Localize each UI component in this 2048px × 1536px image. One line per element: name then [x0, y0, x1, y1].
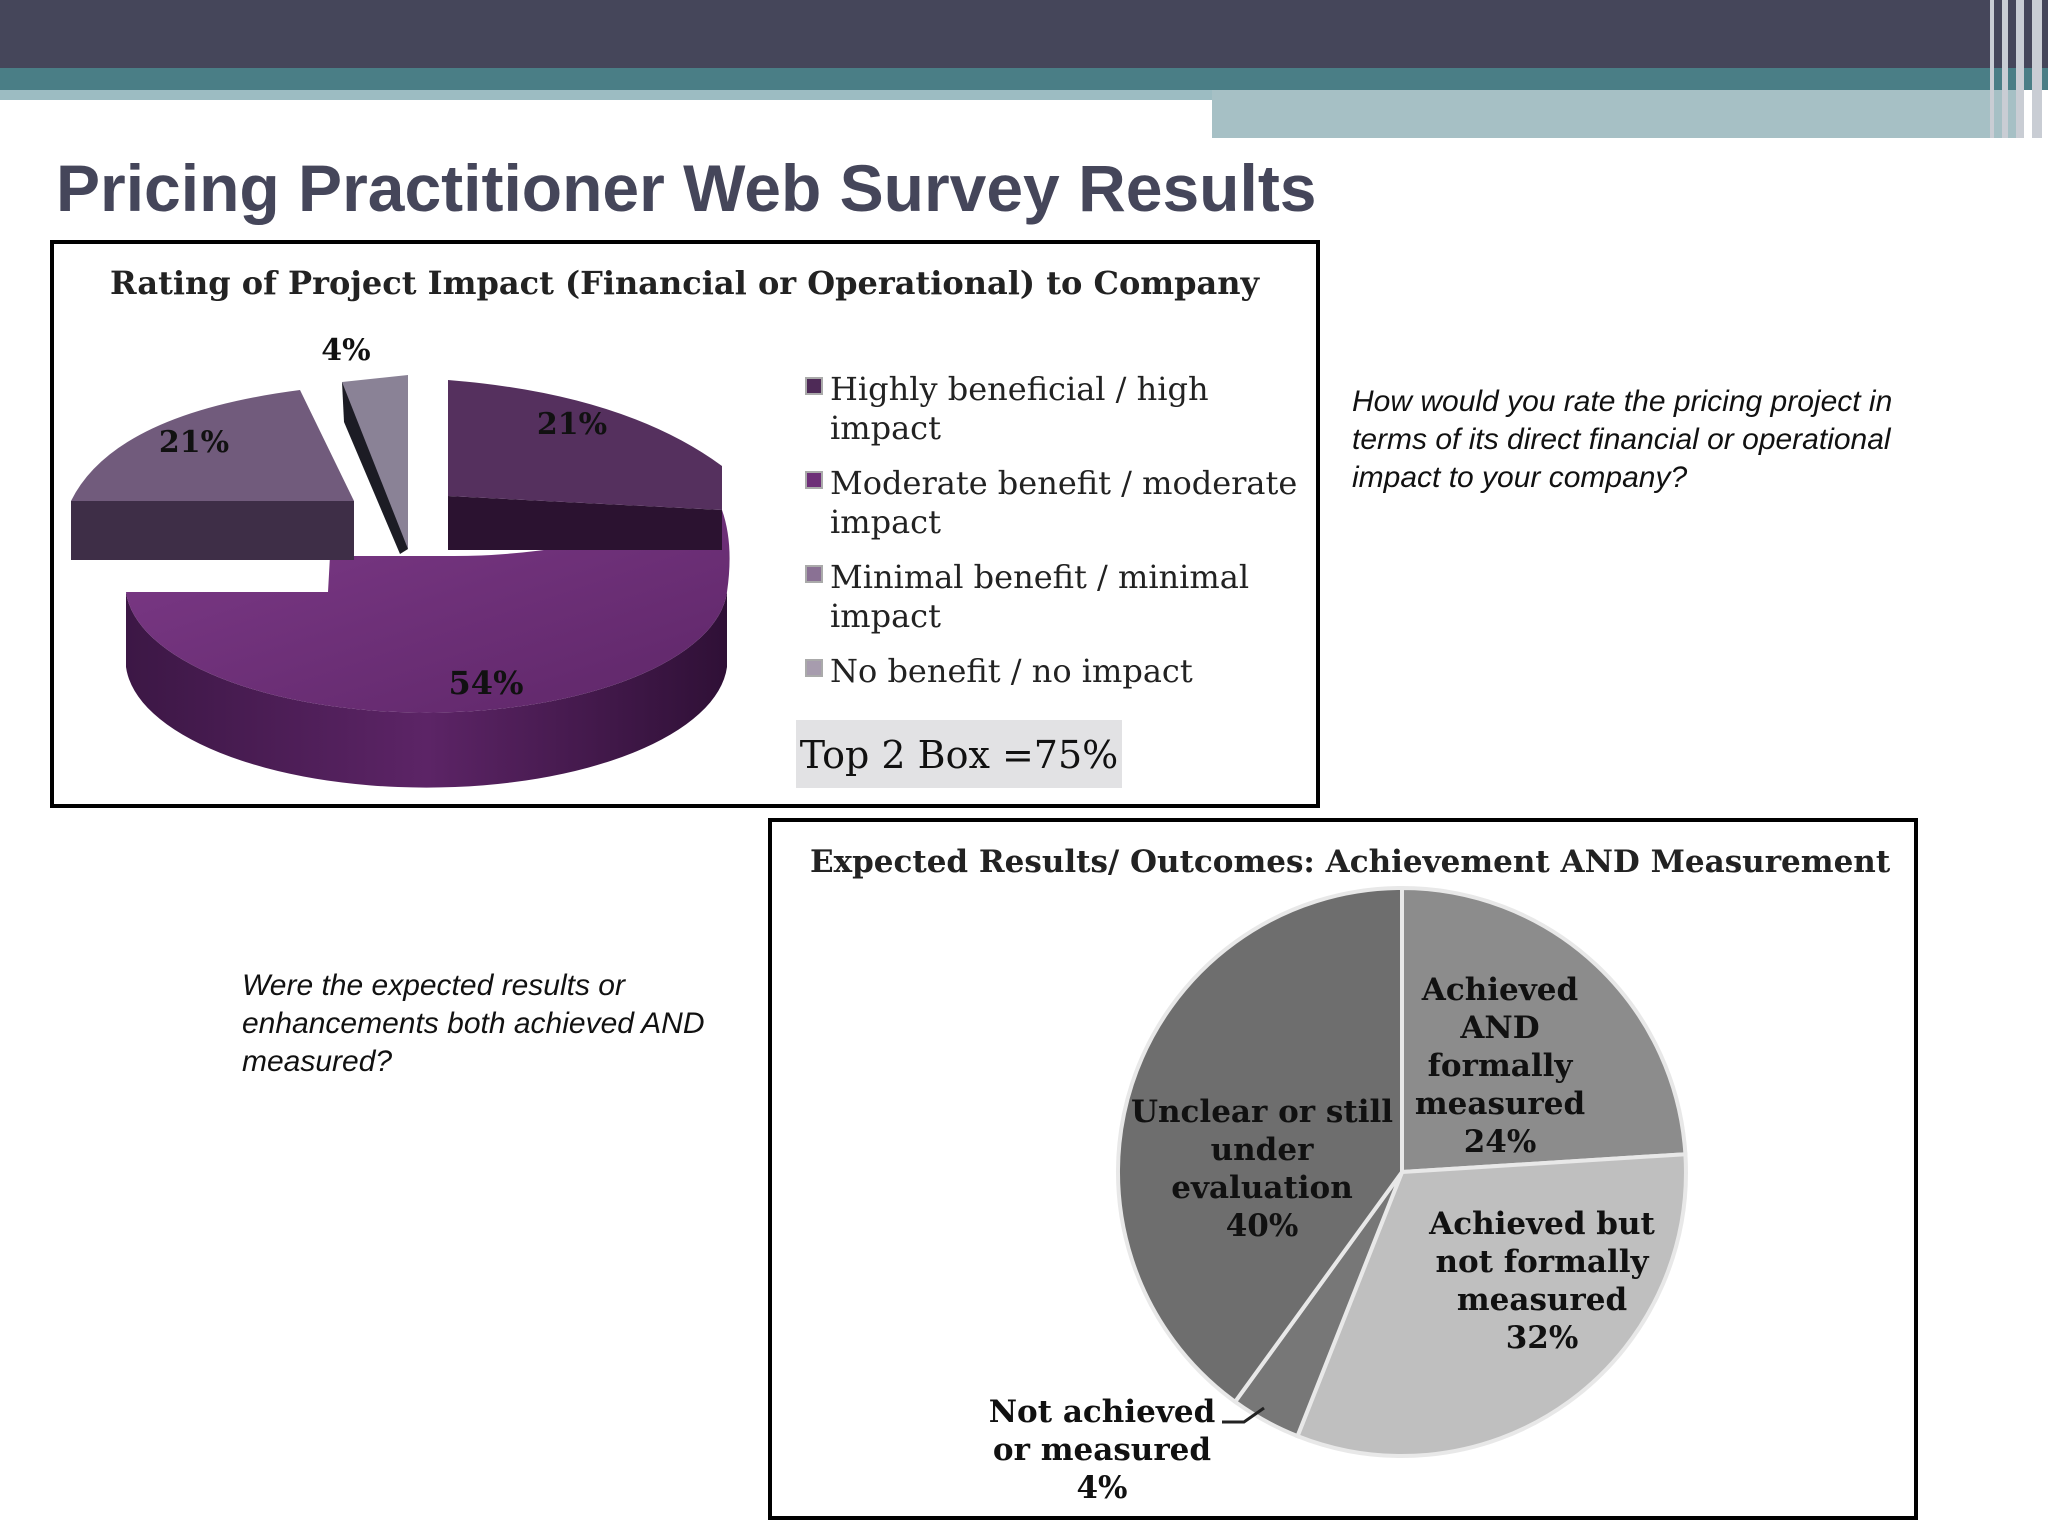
legend-swatch — [805, 565, 823, 583]
pie-slice-no-benefit — [342, 375, 408, 549]
impact-pie-chart: Rating of Project Impact (Financial or O… — [71, 264, 1307, 788]
pie-slice-moderate — [126, 510, 730, 713]
results-pie-chart: Expected Results/ Outcomes: Achievement … — [810, 844, 1891, 1506]
impact-chart-title: Rating of Project Impact (Financial or O… — [110, 264, 1261, 302]
pie-label-not-achieved: Not achieved or measured 4% — [989, 1394, 1216, 1506]
header-band-light — [0, 90, 1212, 100]
pie-slice-highly-beneficial-side — [448, 496, 722, 550]
header-stripe — [1990, 0, 1994, 138]
results-pie — [1115, 885, 1688, 1458]
pie-label-achieved-not-measured: Achieved but not formally measured 32% — [1428, 1206, 1655, 1356]
pie-label-moderate: 54% — [449, 664, 524, 702]
pie-slice-minimal — [71, 390, 354, 501]
header-stripe — [2016, 0, 2024, 138]
top-two-box-annotation: Top 2 Box =75% — [800, 733, 1119, 777]
pie-slice-achieved-measured — [1400, 885, 1688, 1175]
pie-label-minimal: 21% — [159, 425, 229, 460]
legend-entry-no-benefit: No benefit / no impact — [830, 652, 1193, 690]
slide-title: Pricing Practitioner Web Survey Results — [56, 151, 1317, 225]
results-chart-frame: Expected Results/ Outcomes: Achievement … — [768, 818, 1918, 1520]
legend-entry-moderate: Moderate benefit / moderate impact — [830, 464, 1307, 541]
results-pie-labels: Achieved AND formally measured 24% Achieved b… — [989, 972, 1656, 1506]
pie-slice-highly-beneficial — [448, 380, 722, 510]
pie-label-achieved-measured: Achieved AND formally measured 24% — [1415, 972, 1585, 1160]
question-impact: How would you rate the pricing project i… — [1352, 385, 1893, 494]
top-two-box-background — [796, 720, 1122, 788]
legend-entry-highly-beneficial: Highly beneficial / high impact — [830, 370, 1219, 447]
leader-line — [1222, 1406, 1265, 1424]
pie-label-unclear: Unclear or still under evaluation 40% — [1131, 1094, 1393, 1244]
header-stripe — [2002, 0, 2008, 138]
pie-slice-minimal-side — [71, 501, 354, 560]
legend-swatch — [805, 471, 823, 489]
pie-slice-achieved-not-measured — [1294, 1152, 1688, 1458]
pie-slice-unclear — [1115, 885, 1404, 1405]
legend-swatch — [805, 659, 823, 677]
legend-entry-minimal: Minimal benefit / minimal impact — [830, 558, 1259, 635]
pie-slice-no-benefit-side — [342, 382, 408, 554]
legend-swatch — [805, 377, 823, 395]
header-band-teal — [0, 68, 2048, 90]
header-band-dark — [0, 0, 2048, 68]
header-stripe — [2032, 0, 2042, 138]
question-results: Were the expected results or enhancement… — [242, 969, 705, 1078]
header-band-light-right — [1212, 90, 2018, 138]
results-chart-title: Expected Results/ Outcomes: Achievement … — [810, 844, 1891, 880]
pie-slice-moderate-side — [126, 592, 727, 788]
impact-chart-frame: Rating of Project Impact (Financial or O… — [50, 240, 1320, 808]
pie-label-highly-beneficial: 21% — [537, 407, 607, 442]
impact-chart-legend: Highly beneficial / high impact Moderate… — [805, 370, 1307, 690]
pie-label-no-benefit: 4% — [321, 333, 370, 368]
